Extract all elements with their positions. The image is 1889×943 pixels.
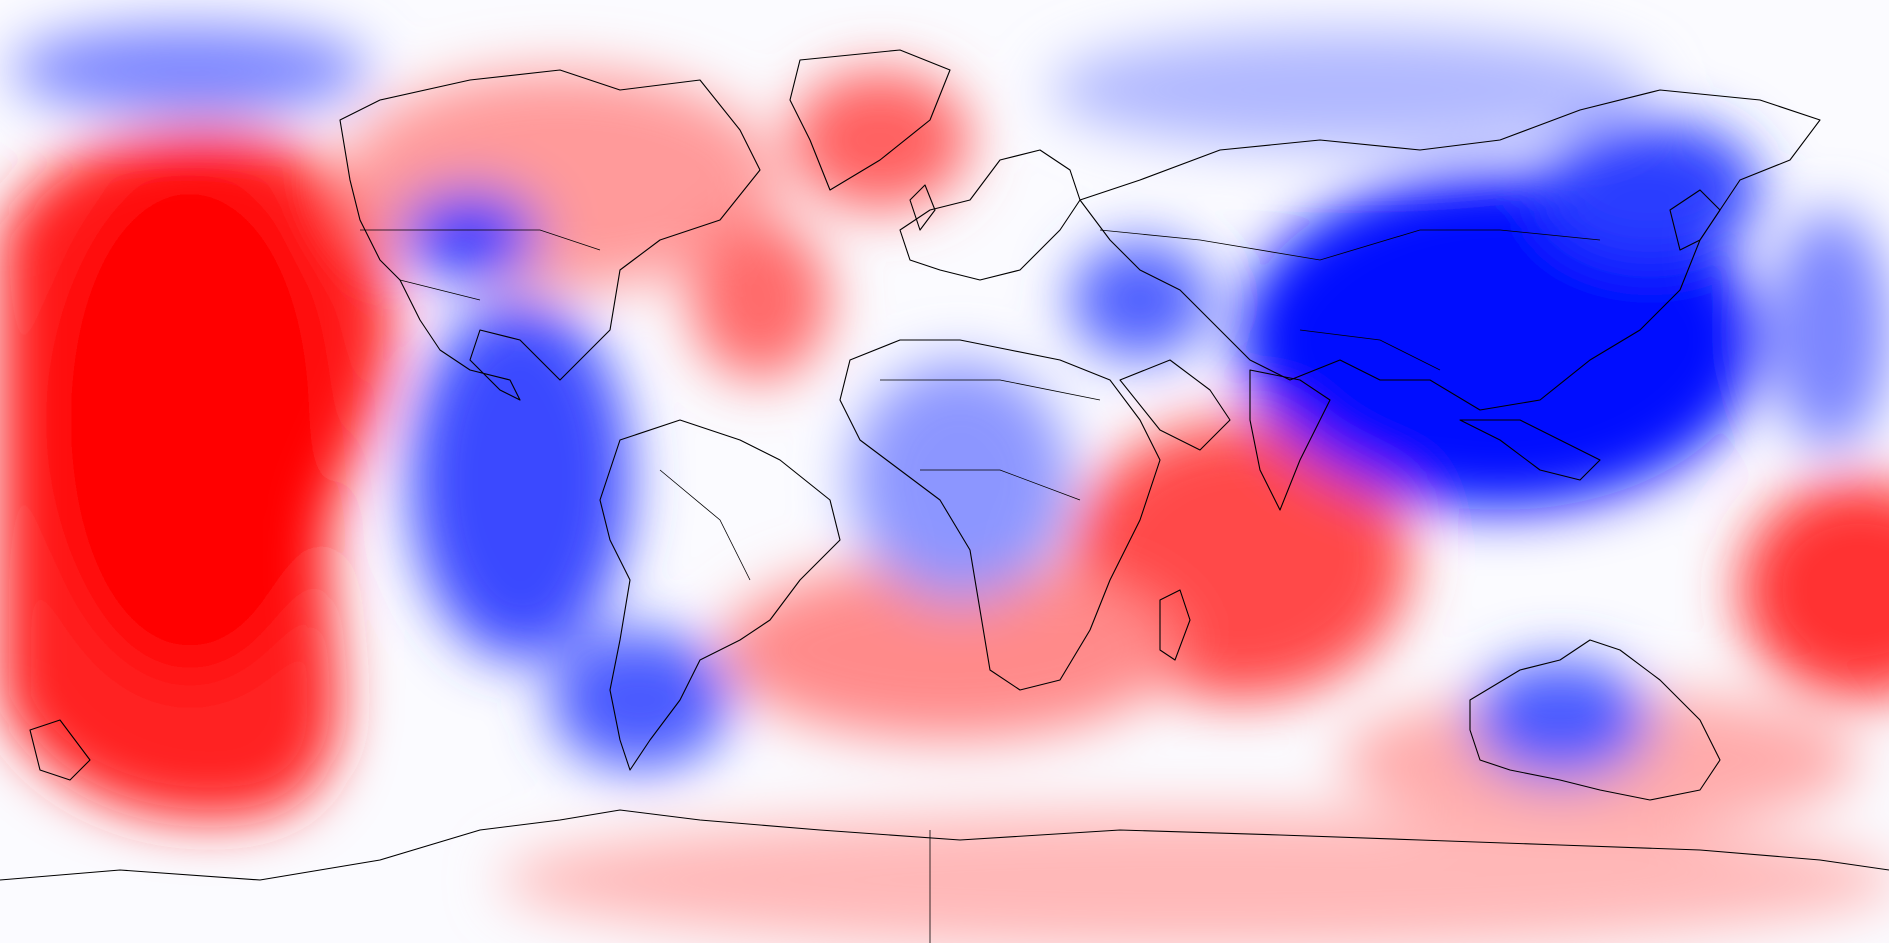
border-south-america-brazil <box>659 469 751 581</box>
warm-region-north-atlantic <box>690 220 830 380</box>
coast-japan <box>1669 189 1721 251</box>
cool-region-west-us <box>400 190 540 280</box>
border-russia-south <box>1099 229 1601 261</box>
warm-region-greenland <box>790 70 970 210</box>
border-us-mexico <box>399 279 481 301</box>
coast-south-america <box>599 419 841 771</box>
border-us-canada <box>360 229 601 251</box>
coast-uk <box>909 184 936 231</box>
coast-europe <box>899 149 1081 281</box>
cool-region-west-pacific <box>1770 210 1889 450</box>
warm-region-antarctica <box>500 810 1889 943</box>
coast-india <box>1249 369 1331 511</box>
coast-greenland <box>789 49 951 191</box>
cool-region-australia <box>1470 660 1650 780</box>
coast-antarctica <box>0 809 1889 881</box>
border-china-india <box>1299 329 1441 371</box>
warm-core-pacific <box>40 160 340 680</box>
cool-region-middle-east <box>1070 240 1210 360</box>
cool-region-north-pacific <box>10 25 370 115</box>
border-africa-north <box>880 379 1101 401</box>
warm-region-east-pacific <box>1740 480 1889 700</box>
coast-arabia <box>1119 359 1231 451</box>
country-borders <box>360 229 1601 943</box>
coast-africa <box>839 339 1161 691</box>
coastlines <box>0 49 1889 881</box>
coast-australia <box>1469 639 1721 801</box>
cool-region-africa <box>850 360 1070 600</box>
cool-region-patagonia <box>550 630 730 770</box>
coast-new-zealand <box>29 719 91 781</box>
coast-madagascar <box>1159 589 1191 661</box>
border-africa-central <box>920 469 1081 501</box>
warm-region-south-atlantic <box>720 560 1180 740</box>
cool-region-south-america <box>410 300 630 660</box>
coast-southeast-asia <box>1459 419 1601 481</box>
cool-region-japan <box>1540 120 1760 260</box>
anomaly-field <box>0 25 1889 943</box>
coast-north-america <box>339 69 761 401</box>
cool-region-siberia <box>1050 30 1650 150</box>
coast-asia <box>1079 89 1821 411</box>
